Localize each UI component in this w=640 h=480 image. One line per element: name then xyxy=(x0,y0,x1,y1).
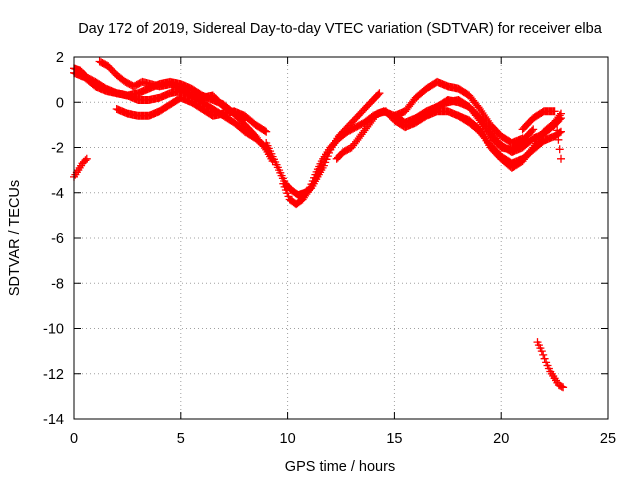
x-tick-label: 15 xyxy=(386,431,402,447)
grid xyxy=(74,57,608,419)
y-tick-label: -14 xyxy=(43,412,64,428)
point-markers xyxy=(262,89,384,199)
series-track-4 xyxy=(112,93,271,136)
point-markers xyxy=(390,77,527,147)
point-markers xyxy=(112,93,271,136)
x-tick-label: 20 xyxy=(493,431,509,447)
y-tick-label: -2 xyxy=(51,141,64,157)
x-tick-label: 5 xyxy=(177,431,185,447)
point-markers xyxy=(518,107,565,163)
series-track-11 xyxy=(454,111,565,168)
series-track-6 xyxy=(262,89,384,199)
series-track-9 xyxy=(390,77,527,147)
series-track-5 xyxy=(70,154,91,181)
x-tick-label: 25 xyxy=(600,431,616,447)
y-tick-label: -4 xyxy=(51,186,64,202)
point-markers xyxy=(454,111,565,168)
x-axis-label: GPS time / hours xyxy=(285,459,395,475)
x-tick-label: 10 xyxy=(280,431,296,447)
y-tick-label: 0 xyxy=(56,95,64,111)
y-tick-label: -10 xyxy=(43,322,64,338)
series-track-12 xyxy=(518,107,565,163)
series-track-13 xyxy=(533,338,568,392)
point-markers xyxy=(533,338,568,392)
chart-title: Day 172 of 2019, Sidereal Day-to-day VTE… xyxy=(78,21,603,37)
point-markers xyxy=(411,96,565,156)
y-tick-label: -6 xyxy=(51,231,64,247)
plot-frame xyxy=(73,56,609,420)
y-axis-label: SDTVAR / TECUs xyxy=(7,180,23,296)
y-tick-label: -12 xyxy=(43,367,64,383)
y-tick-label: -8 xyxy=(51,276,64,292)
data-points xyxy=(70,57,568,392)
x-tick-label: 0 xyxy=(70,431,78,447)
series-track-10 xyxy=(411,96,565,156)
point-markers xyxy=(70,154,91,181)
y-tick-label: 2 xyxy=(56,50,64,66)
